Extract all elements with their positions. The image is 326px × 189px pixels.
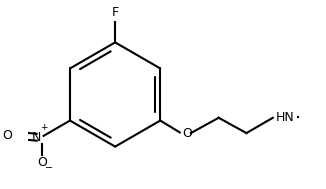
Text: HN: HN bbox=[275, 111, 294, 124]
Text: O: O bbox=[37, 156, 47, 169]
Text: N: N bbox=[31, 131, 41, 144]
Text: O: O bbox=[2, 129, 12, 142]
Text: O: O bbox=[182, 127, 192, 139]
Text: F: F bbox=[111, 6, 119, 19]
Text: −: − bbox=[45, 163, 53, 173]
Text: +: + bbox=[40, 123, 47, 132]
